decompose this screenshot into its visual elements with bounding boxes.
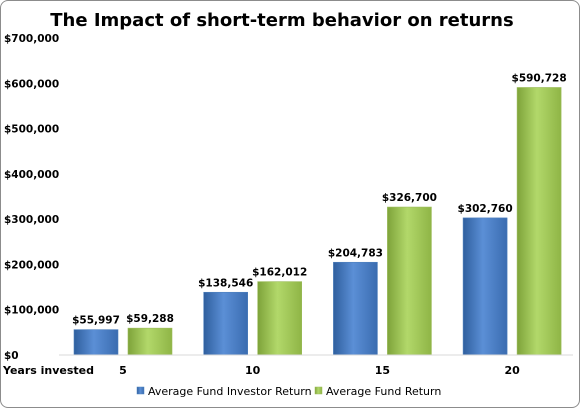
legend-swatch: [136, 386, 145, 395]
y-tick-label: $0: [4, 350, 19, 362]
y-tick-label: $100,000: [4, 305, 59, 317]
data-label: $59,288: [126, 313, 174, 325]
y-tick-label: $400,000: [4, 169, 59, 181]
bar-investor-15: [333, 261, 378, 356]
legend: Average Fund Investor Return Average Fund…: [136, 385, 441, 398]
legend-label: Average Fund Return: [326, 385, 441, 398]
bar-fund-15: [387, 206, 432, 356]
bar-fund-10: [257, 281, 303, 356]
y-tick-label: $600,000: [4, 78, 59, 90]
y-tick-label: $200,000: [4, 259, 59, 271]
data-labels: $55,997 $59,288 $138,546$162,012 $204,783 $3…: [72, 72, 567, 326]
x-axis-labels: 5 10 15 20: [119, 364, 520, 377]
bar-investor-5: [73, 329, 119, 356]
bar-investor-20: [462, 217, 508, 356]
bar-fund-5: [127, 327, 173, 356]
data-label: $55,997: [72, 315, 120, 327]
bar-investor-10: [203, 291, 248, 356]
x-tick-label: 5: [119, 364, 127, 377]
x-tick-label: 10: [245, 364, 261, 377]
legend-swatch: [314, 386, 323, 395]
data-label: $138,546: [198, 277, 253, 289]
x-axis-title: Years invested: [2, 364, 94, 377]
x-tick-label: 15: [375, 364, 390, 377]
legend-label: Average Fund Investor Return: [148, 385, 312, 398]
data-label: $326,700: [382, 192, 437, 204]
y-tick-label: $300,000: [4, 214, 59, 226]
y-axis-labels: $0 $100,000 $200,000 $300,000 $400,000 $500,0…: [4, 33, 59, 362]
bars: [73, 87, 562, 356]
data-label: $302,760: [458, 203, 513, 215]
chart-title: The Impact of short-term behavior on ret…: [50, 10, 513, 31]
x-tick-label: 20: [504, 364, 520, 377]
y-tick-label: $500,000: [4, 124, 59, 136]
data-label: $162,012: [252, 267, 307, 279]
data-label: $590,728: [512, 72, 567, 84]
data-label: $204,783: [328, 247, 383, 259]
bar-fund-20: [516, 87, 562, 356]
y-tick-label: $700,000: [4, 33, 59, 45]
